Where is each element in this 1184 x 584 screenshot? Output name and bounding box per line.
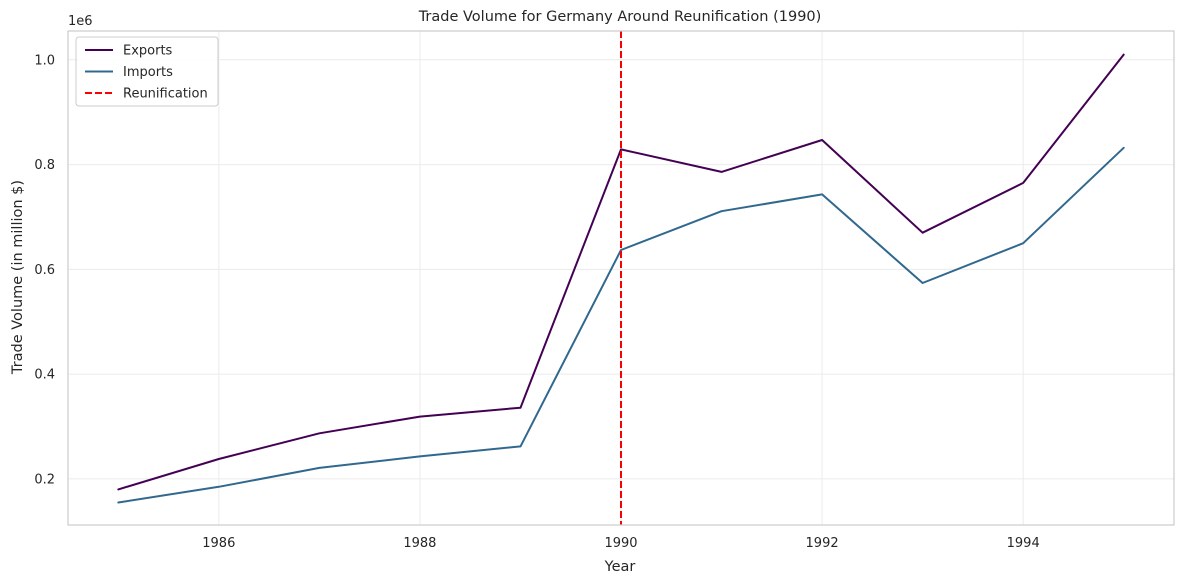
imports-line — [117, 146, 1125, 504]
x-tick-label: 1988 — [403, 536, 436, 551]
x-axis-label: Year — [604, 559, 636, 575]
legend-box — [75, 36, 219, 107]
y-tick-label: 1.0 — [34, 53, 55, 68]
legend-label-reunification: Reunification — [123, 87, 208, 102]
series-lines — [117, 53, 1125, 504]
x-tick-label: 1990 — [604, 536, 637, 551]
tick-labels: 1986 1988 1990 1992 1994 0.2 0.4 0.6 0.8 1.0 — [34, 53, 1039, 551]
legend-items: Exports Imports Reunification — [85, 44, 208, 102]
y-axis-label: Trade Volume (in million $) — [10, 180, 26, 375]
chart-title: Trade Volume for Germany Around Reunific… — [418, 9, 822, 25]
y-tick-label: 0.2 — [34, 472, 55, 487]
x-tick-label: 1992 — [806, 536, 839, 551]
legend: Exports Imports Reunification — [75, 36, 219, 107]
y-tick-label: 0.4 — [34, 368, 55, 383]
legend-label-exports: Exports — [123, 44, 173, 59]
legend-label-imports: Imports — [123, 65, 173, 80]
y-tick-label: 0.6 — [34, 263, 55, 278]
exports-line — [117, 53, 1125, 491]
x-tick-label: 1994 — [1007, 536, 1040, 551]
x-tick-label: 1986 — [202, 536, 235, 551]
plot-frame — [67, 30, 1175, 526]
y-tick-label: 0.8 — [34, 158, 55, 173]
y-axis-offset-label: 1e6 — [68, 14, 93, 29]
